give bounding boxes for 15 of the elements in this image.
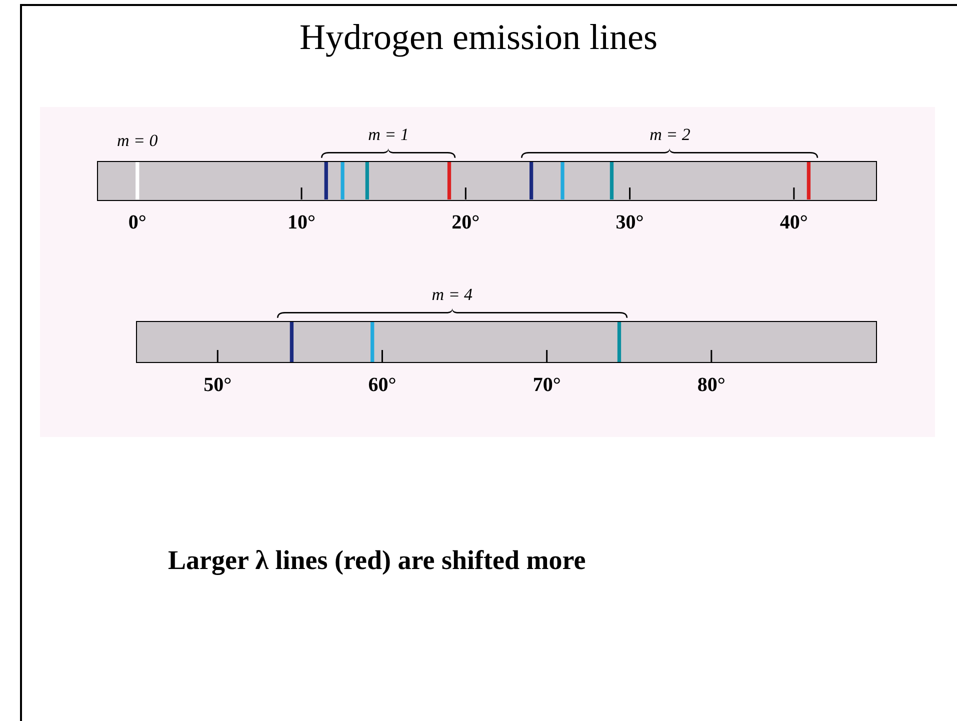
x-tick-label: 40° xyxy=(780,212,808,234)
text: Larger λ lines (red) are shifted more xyxy=(168,545,586,576)
x-tick-label: 60° xyxy=(368,374,396,396)
text: m = 4 xyxy=(432,285,473,304)
x-tick-label: 0° xyxy=(128,212,146,234)
x-tick-label: 80° xyxy=(697,374,726,396)
x-tick-label: 50° xyxy=(204,374,232,396)
text: m = 1 xyxy=(368,125,409,144)
x-tick-label: 20° xyxy=(452,212,480,234)
text: m = 0 xyxy=(117,131,158,150)
text: m = 2 xyxy=(650,125,690,144)
x-tick-label: 10° xyxy=(288,212,316,234)
x-tick-label: 70° xyxy=(532,374,561,396)
chart-title: Hydrogen emission lines xyxy=(298,16,658,58)
x-tick-label: 30° xyxy=(616,212,644,234)
